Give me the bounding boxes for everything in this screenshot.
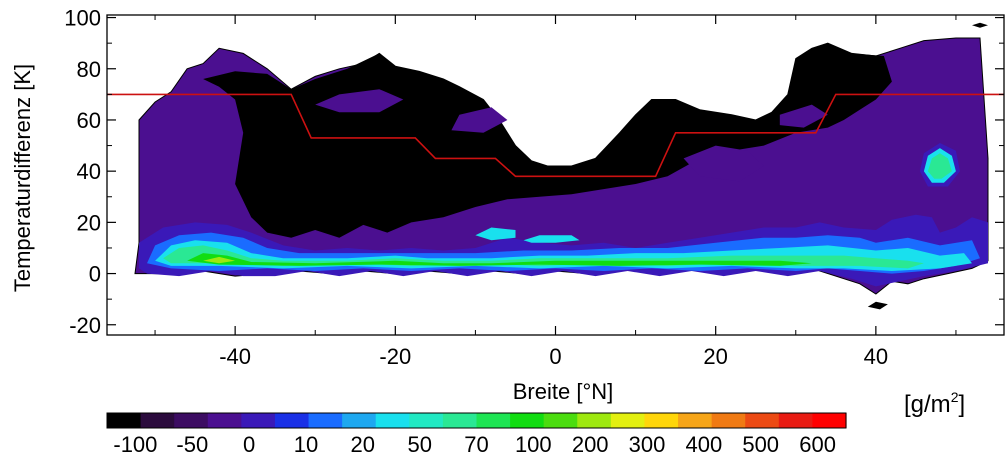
colorbar-swatch	[644, 413, 679, 428]
contour-region-4	[683, 145, 764, 182]
y-tick-label: 0	[89, 262, 101, 287]
colorbar-level-label: 0	[243, 432, 255, 457]
contour-region-3	[451, 107, 508, 133]
colorbar-level-label: -100	[113, 432, 157, 457]
colorbar-level-label: 300	[629, 432, 666, 457]
colorbar-swatch	[678, 413, 713, 428]
colorbar-swatch	[308, 413, 343, 428]
colorbar-swatch	[510, 413, 545, 428]
colorbar-swatch	[274, 413, 310, 428]
threshold-line-layer	[107, 93, 1004, 178]
contour-region-11	[203, 256, 236, 264]
colorbar-swatch	[711, 413, 746, 428]
colorbar-swatch	[342, 413, 377, 428]
contour-region-12	[475, 227, 516, 241]
colorbar: -100 -50 0 10 20 50 70 100 200 300 400 500 600	[106, 412, 847, 457]
colorbar-level-label: -50	[176, 432, 208, 457]
colorbar-swatch	[409, 413, 444, 428]
y-tick-label: -20	[69, 313, 101, 338]
colorbar-level-label: 70	[464, 432, 488, 457]
colorbar-level-label: 100	[515, 432, 552, 457]
colorbar-swatch	[745, 413, 780, 428]
contour-region-16	[927, 153, 952, 179]
threshold-line	[107, 93, 1004, 178]
colorbar-level-label: 20	[351, 432, 375, 457]
colorbar-swatch	[812, 413, 847, 428]
y-tick-label: 100	[64, 6, 101, 31]
colorbar-swatch	[375, 413, 410, 428]
y-axis-label: Temperaturdifferenz [K]	[10, 64, 35, 292]
colorbar-swatch	[107, 413, 142, 428]
contour-region-10	[187, 253, 812, 266]
contour-region-5	[779, 104, 828, 128]
contour-region-18	[972, 22, 988, 28]
colorbar-swatch	[476, 413, 511, 428]
colorbar-level-label: 50	[407, 432, 431, 457]
colorbar-unit-superscript: 2	[951, 389, 959, 405]
colorbar-swatch	[577, 413, 612, 428]
x-axis-label: Breite [°N]	[513, 379, 614, 404]
colorbar-swatch	[778, 413, 814, 428]
contour-region-13	[523, 235, 580, 243]
colorbar-level-label: 600	[799, 432, 836, 457]
x-tick-label: -20	[379, 344, 411, 369]
colorbar-level-label: 400	[686, 432, 723, 457]
y-tick-label: 60	[77, 108, 101, 133]
colorbar-unit-label: [g/m2]	[904, 389, 965, 418]
colorbar-swatch	[543, 413, 578, 428]
colorbar-unit-close: ]	[958, 391, 965, 418]
y-tick-label: 20	[77, 210, 101, 235]
y-tick-label: 40	[77, 159, 101, 184]
colorbar-swatch	[140, 413, 175, 428]
colorbar-swatch	[241, 413, 276, 428]
contour-region-17	[867, 301, 888, 310]
axes: -20 0 20 40 60 80 100 -40 -20 0 20 40	[64, 6, 1004, 369]
colorbar-level-label: 500	[742, 432, 779, 457]
x-tick-label: 40	[864, 344, 888, 369]
colorbar-frame	[106, 412, 847, 429]
colorbar-swatch	[207, 413, 242, 428]
contour-region-2	[315, 89, 404, 113]
x-tick-label: -40	[219, 344, 251, 369]
colorbar-swatch	[610, 413, 646, 428]
x-tick-label: 0	[549, 344, 561, 369]
colorbar-level-label: 10	[294, 432, 318, 457]
x-tick-label: 20	[703, 344, 727, 369]
y-tick-label: 80	[77, 57, 101, 82]
plot-area	[134, 22, 989, 310]
colorbar-unit-text: [g/m	[904, 391, 951, 418]
colorbar-swatch	[174, 413, 209, 428]
colorbar-swatch	[442, 413, 478, 428]
colorbar-level-label: 200	[572, 432, 609, 457]
